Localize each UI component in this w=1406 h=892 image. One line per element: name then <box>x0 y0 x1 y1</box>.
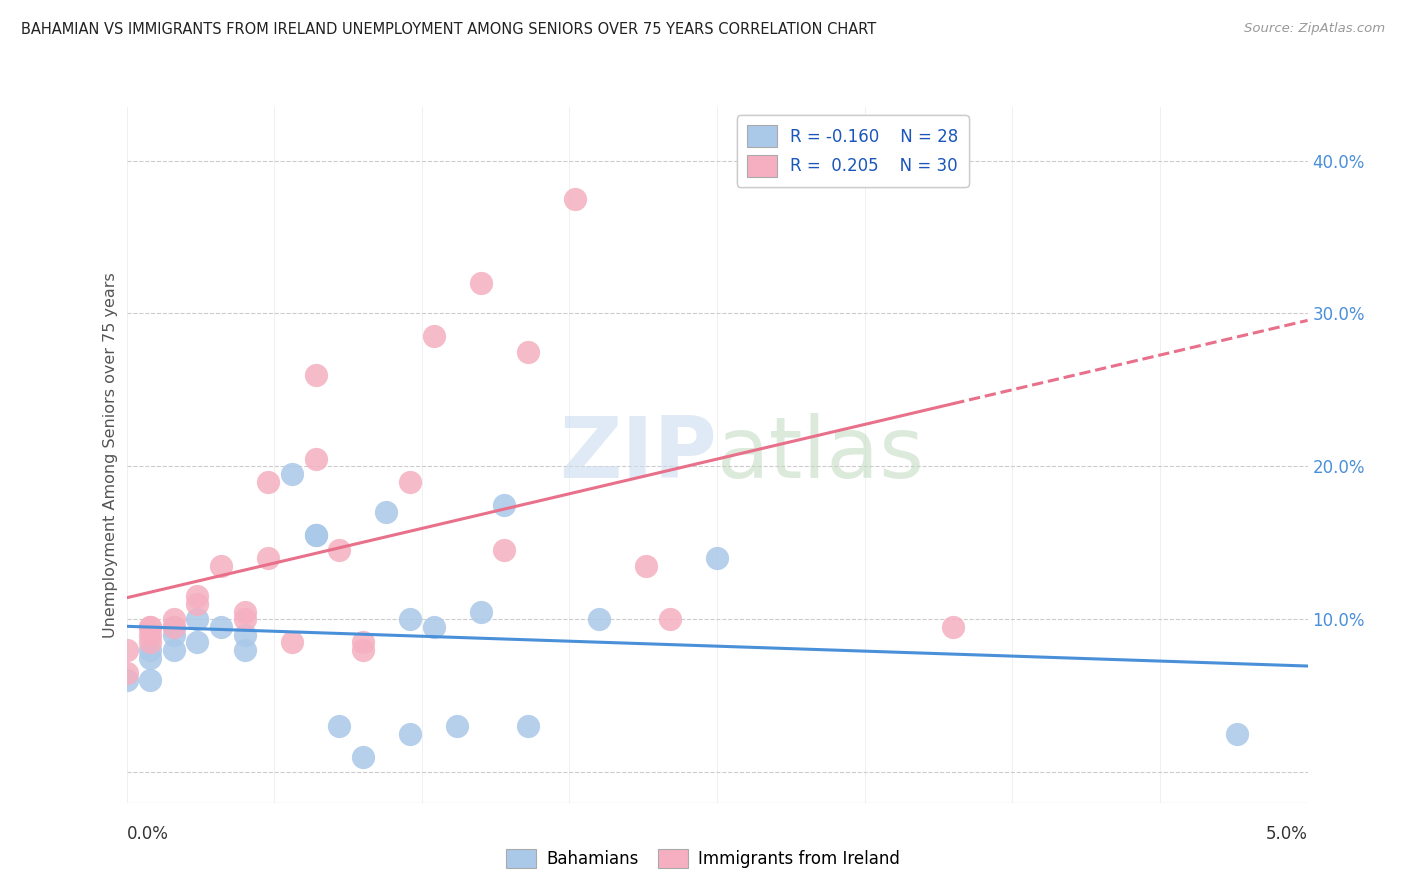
Point <box>517 344 540 359</box>
Point <box>281 467 304 481</box>
Text: 5.0%: 5.0% <box>1265 825 1308 843</box>
Point <box>257 475 280 489</box>
Point <box>163 620 186 634</box>
Point <box>588 612 610 626</box>
Point <box>328 719 350 733</box>
Point <box>139 635 162 649</box>
Point <box>186 590 208 604</box>
Y-axis label: Unemployment Among Seniors over 75 years: Unemployment Among Seniors over 75 years <box>103 272 118 638</box>
Point <box>163 612 186 626</box>
Point <box>564 192 586 206</box>
Point <box>139 627 162 641</box>
Point <box>352 635 374 649</box>
Text: Source: ZipAtlas.com: Source: ZipAtlas.com <box>1244 22 1385 36</box>
Point <box>163 643 186 657</box>
Point <box>658 612 681 626</box>
Point <box>304 368 326 382</box>
Text: ZIP: ZIP <box>560 413 717 497</box>
Point <box>186 635 208 649</box>
Point <box>399 612 422 626</box>
Point <box>399 475 422 489</box>
Point <box>163 620 186 634</box>
Point <box>494 498 516 512</box>
Point <box>375 505 398 519</box>
Point <box>139 650 162 665</box>
Point <box>139 620 162 634</box>
Point <box>1226 727 1249 741</box>
Point <box>139 643 162 657</box>
Point <box>399 727 422 741</box>
Point <box>422 329 444 343</box>
Point <box>115 673 138 688</box>
Point <box>209 620 232 634</box>
Point <box>422 620 444 634</box>
Point <box>163 627 186 641</box>
Point <box>304 528 326 542</box>
Point <box>352 643 374 657</box>
Point <box>636 558 658 573</box>
Point <box>115 643 138 657</box>
Point <box>470 276 492 290</box>
Point <box>304 451 326 466</box>
Point <box>328 543 350 558</box>
Legend: Bahamians, Immigrants from Ireland: Bahamians, Immigrants from Ireland <box>499 842 907 875</box>
Point <box>139 673 162 688</box>
Point <box>233 612 256 626</box>
Point <box>233 643 256 657</box>
Point <box>209 558 232 573</box>
Point <box>470 605 492 619</box>
Point <box>233 605 256 619</box>
Point <box>139 620 162 634</box>
Point <box>446 719 468 733</box>
Point <box>494 543 516 558</box>
Point <box>517 719 540 733</box>
Point <box>115 665 138 680</box>
Point <box>233 627 256 641</box>
Text: BAHAMIAN VS IMMIGRANTS FROM IRELAND UNEMPLOYMENT AMONG SENIORS OVER 75 YEARS COR: BAHAMIAN VS IMMIGRANTS FROM IRELAND UNEM… <box>21 22 876 37</box>
Point <box>304 528 326 542</box>
Point <box>281 635 304 649</box>
Text: 0.0%: 0.0% <box>127 825 169 843</box>
Point <box>352 750 374 764</box>
Legend: R = -0.160    N = 28, R =  0.205    N = 30: R = -0.160 N = 28, R = 0.205 N = 30 <box>737 115 969 186</box>
Point <box>257 551 280 566</box>
Point <box>706 551 728 566</box>
Point <box>942 620 965 634</box>
Text: atlas: atlas <box>717 413 925 497</box>
Point <box>186 612 208 626</box>
Point <box>186 597 208 611</box>
